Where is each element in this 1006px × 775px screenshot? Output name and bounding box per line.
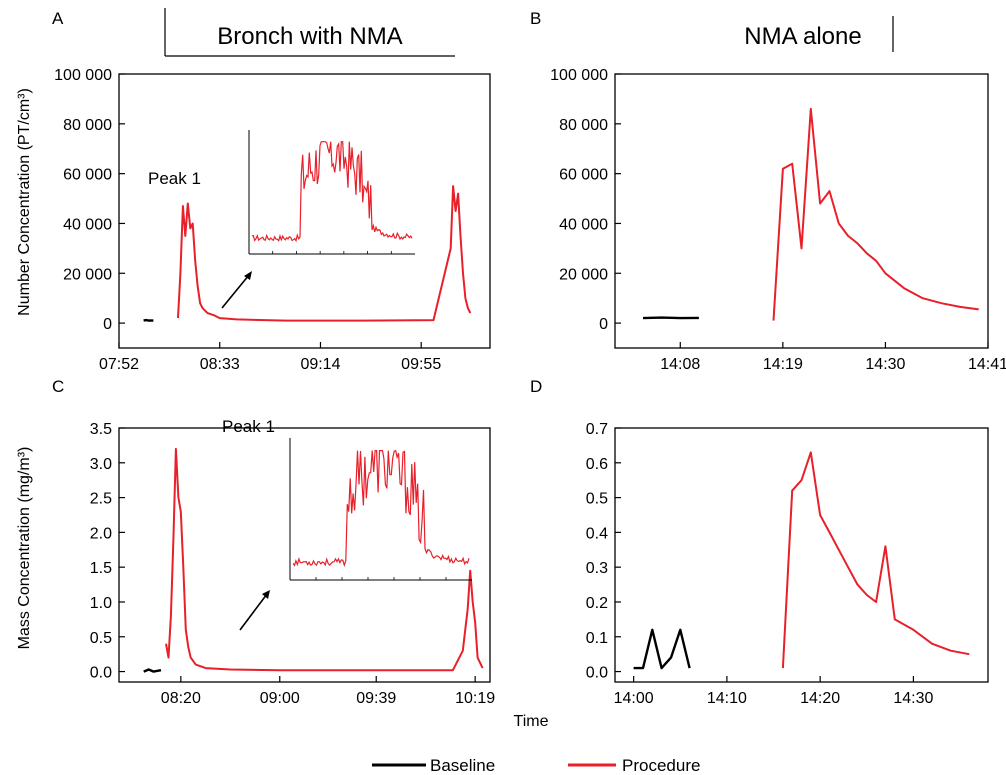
panel-b-frame: [614, 73, 989, 349]
panel-a-plot: 0 20 000 40 000 60 000 80 000 100 000 07:52 08:…: [54, 67, 491, 373]
panel-d-ytick-label: 0.7: [586, 421, 608, 438]
panel-d-xtick-label: 14:20: [800, 690, 840, 707]
panel-a-series-procedure: [177, 185, 472, 322]
panel-a-ytick-label: 40 000: [63, 216, 112, 233]
panel-b-ytick-label: 100 000: [550, 67, 608, 84]
panel-letter-d: D: [530, 377, 542, 396]
panel-b-title-box: NMA alone: [744, 16, 894, 52]
panel-c-ytick-label: 1.0: [90, 595, 112, 612]
panel-c-plot: 0.0 0.5 1.0 1.5 2.0 2.5 3.0 3.5 08:20 09:00 09:39 1…: [90, 421, 496, 707]
panel-d-ytick-label: 0.2: [586, 595, 608, 612]
panel-a-xtick-label: 09:55: [401, 356, 441, 373]
panel-c-inset: [289, 438, 472, 581]
panel-a-series-baseline: [143, 318, 154, 322]
panel-c-xtick-label: 09:00: [260, 690, 300, 707]
panel-a-ylabel: Number Concentration (PT/cm³): [16, 88, 33, 316]
panel-b-title: NMA alone: [744, 23, 861, 50]
panel-a-ytick-label: 60 000: [63, 167, 112, 184]
panel-b-ytick-label: 60 000: [559, 167, 608, 184]
panel-b-xtick-label: 14:19: [763, 356, 803, 373]
panel-d-series-procedure: [781, 451, 970, 669]
panel-c-xtick-label: 09:39: [356, 690, 396, 707]
panel-c-frame: [118, 427, 491, 683]
panel-b-ytick-label: 20 000: [559, 266, 608, 283]
panel-c-inset-arrow: [239, 590, 270, 631]
panel-d-ytick-label: 0.6: [586, 456, 608, 473]
panel-a-xtick-label: 07:52: [99, 356, 139, 373]
panel-c-series-baseline: [143, 668, 162, 673]
panel-a-inset-arrow: [221, 271, 252, 309]
panel-a-inset: [248, 130, 415, 255]
panel-a-inset-trace: [251, 141, 413, 243]
panel-d-ytick-label: 0.1: [586, 630, 608, 647]
panel-c-xtick-label: 10:19: [455, 690, 495, 707]
legend-procedure-label: Procedure: [622, 756, 700, 775]
panel-b-xtick-label: 14:41: [968, 356, 1006, 373]
panel-d-xtick-label: 14:10: [707, 690, 747, 707]
panel-a-xtick-label: 08:33: [200, 356, 240, 373]
panel-b-series-baseline: [642, 316, 699, 320]
panel-d-series-baseline: [633, 628, 691, 670]
panel-d-ytick-label: 0.3: [586, 560, 608, 577]
panel-c-ytick-label: 0.5: [90, 630, 112, 647]
panel-d-ytick-label: 0.4: [586, 525, 608, 542]
panel-a-title-box: Bronch with NMA: [164, 8, 455, 57]
panel-c-inset-trace: [292, 449, 470, 568]
panel-d-ytick-label: 0.0: [586, 665, 608, 682]
panel-d-ytick-label: 0.5: [586, 491, 608, 508]
panel-c-ytick-label: 1.5: [90, 560, 112, 577]
panel-b-plot: 0 20 000 40 000 60 000 80 000 100 000 14:08 14:…: [550, 67, 1006, 373]
panel-a-xtick-label: 09:14: [300, 356, 340, 373]
panel-a-ytick-label: 100 000: [54, 67, 112, 84]
panel-b-xtick-label: 14:30: [865, 356, 905, 373]
panel-letter-c: C: [52, 377, 64, 396]
panel-d-frame: [614, 427, 989, 683]
panel-b-ytick-label: 40 000: [559, 216, 608, 233]
panel-a-frame: [118, 73, 491, 349]
panel-b-series-procedure: [772, 107, 979, 321]
panel-c-series-procedure: [165, 447, 484, 672]
panel-a-ytick-label: 0: [103, 316, 112, 333]
panel-c-ytick-label: 0.0: [90, 665, 112, 682]
panel-c-ytick-label: 2.5: [90, 491, 112, 508]
panel-a-title: Bronch with NMA: [217, 23, 402, 50]
panel-c-xtick-label: 08:20: [161, 690, 201, 707]
panel-letter-a: A: [52, 9, 64, 28]
panel-d-plot: 0.0 0.1 0.2 0.3 0.4 0.5 0.6 0.7 14:00 14:10 14:20 1…: [586, 421, 989, 707]
shared-xlabel: Time: [514, 713, 549, 730]
panel-a-ytick-label: 80 000: [63, 117, 112, 134]
panel-d-xtick-label: 14:30: [893, 690, 933, 707]
panel-c-ytick-label: 3.5: [90, 421, 112, 438]
panel-c-ytick-label: 3.0: [90, 456, 112, 473]
panel-letter-b: B: [530, 9, 541, 28]
panel-a-ytick-label: 20 000: [63, 266, 112, 283]
panel-c-peak-label: Peak 1: [222, 417, 275, 436]
panel-b-ytick-label: 80 000: [559, 117, 608, 134]
legend-baseline-label: Baseline: [430, 756, 495, 775]
legend: Baseline Procedure: [372, 756, 700, 775]
panel-c-ylabel: Mass Concentration (mg/m³): [16, 447, 33, 650]
panel-a-peak-label: Peak 1: [148, 169, 201, 188]
panel-b-xtick-label: 14:08: [660, 356, 700, 373]
panel-c-ytick-label: 2.0: [90, 525, 112, 542]
panel-b-ytick-label: 0: [599, 316, 608, 333]
panel-d-xtick-label: 14:00: [614, 690, 654, 707]
